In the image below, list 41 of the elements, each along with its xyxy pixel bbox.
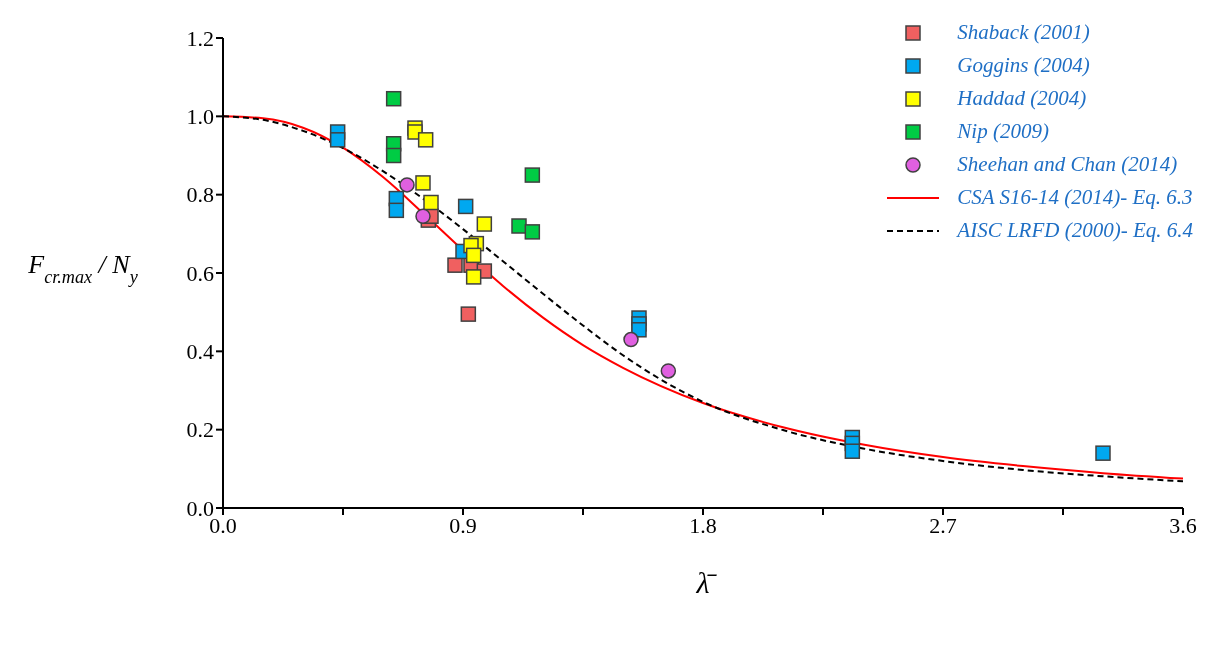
- point: [623, 331, 639, 348]
- point: [524, 167, 541, 183]
- y-tick-label: 0.6: [186, 260, 214, 286]
- point: [415, 208, 431, 224]
- legend-label: Sheehan and Chan (2014): [957, 151, 1178, 178]
- point: [329, 132, 346, 148]
- legend-label: Shaback (2001): [957, 19, 1090, 46]
- point: [1095, 445, 1111, 461]
- x-axis-title: λ̄: [695, 566, 718, 599]
- point: [524, 224, 541, 240]
- y-tick-label: 1.0: [186, 104, 214, 130]
- legend-label: CSA S16-14 (2014)- Eq. 6.3: [957, 184, 1193, 211]
- point: [465, 247, 482, 264]
- legend-label: Nip (2009): [957, 118, 1049, 145]
- legend-label: Goggins (2004): [957, 52, 1090, 79]
- x-tick-label: 2.7: [929, 512, 957, 538]
- point: [511, 218, 527, 234]
- point: [385, 147, 402, 164]
- point: [423, 194, 439, 211]
- point: [476, 216, 493, 232]
- point: [417, 132, 434, 148]
- legend-label: Haddad (2004): [957, 85, 1087, 112]
- point: [385, 90, 402, 107]
- y-axis-title: F$_{cr.max}$ / N$_{y}$: [27, 250, 139, 287]
- point: [465, 269, 482, 285]
- point: [388, 202, 405, 219]
- y-tick-label: 0.4: [186, 339, 214, 365]
- point: [399, 177, 415, 193]
- y-tick-label: 1.2: [186, 25, 214, 51]
- y-tick-label: 0.2: [186, 417, 214, 443]
- point: [660, 363, 677, 379]
- point: [460, 306, 477, 322]
- point: [447, 257, 463, 273]
- legend-label: AISC LRFD (2000)- Eq. 6.4: [957, 217, 1193, 244]
- x-tick-label: 3.6: [1169, 512, 1197, 538]
- x-tick-label: 1.8: [689, 512, 717, 538]
- point: [415, 175, 431, 191]
- x-tick-label: 0.9: [449, 512, 477, 538]
- point: [457, 198, 474, 215]
- point: [844, 443, 861, 459]
- y-tick-label: 0.8: [186, 182, 214, 208]
